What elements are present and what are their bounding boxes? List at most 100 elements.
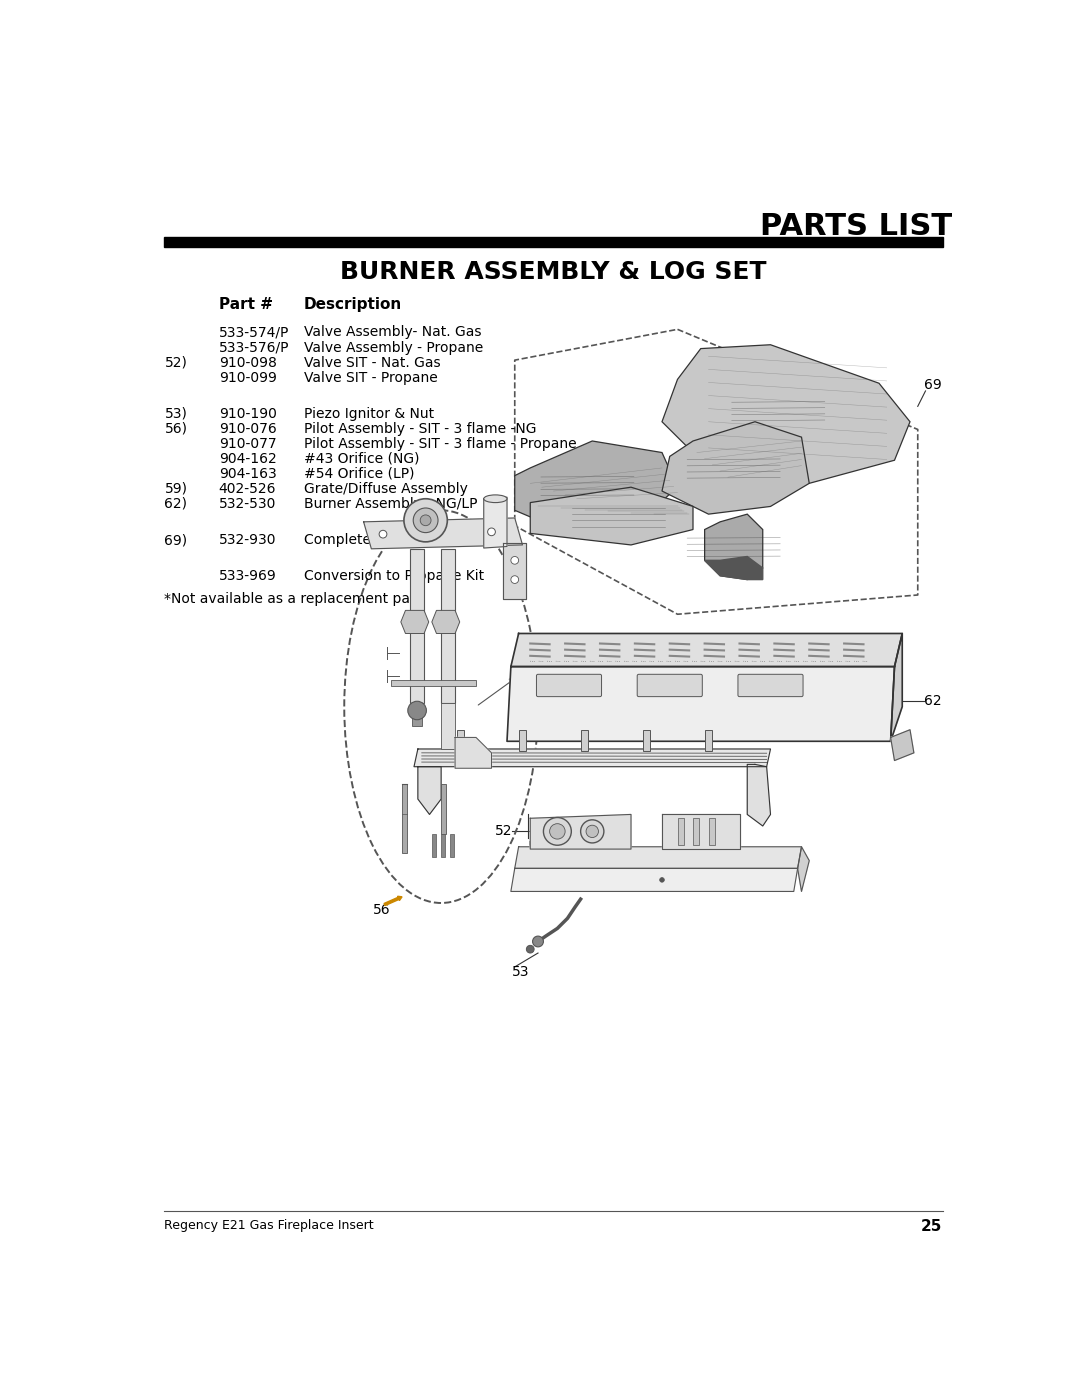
Text: 52): 52) <box>164 355 187 370</box>
Bar <box>410 549 424 703</box>
Text: 533-969: 533-969 <box>218 569 276 583</box>
Circle shape <box>660 877 664 882</box>
Text: Grate/Diffuse Assembly: Grate/Diffuse Assembly <box>303 482 468 496</box>
Text: 910-076: 910-076 <box>218 422 276 436</box>
Circle shape <box>408 701 427 719</box>
Circle shape <box>526 946 535 953</box>
Bar <box>458 729 463 752</box>
Bar <box>391 680 476 686</box>
Text: Valve Assembly - Propane: Valve Assembly - Propane <box>303 341 483 355</box>
Polygon shape <box>432 610 460 633</box>
Polygon shape <box>662 422 809 514</box>
Text: Pilot Assembly - SIT - 3 flame - Propane: Pilot Assembly - SIT - 3 flame - Propane <box>303 437 577 451</box>
Text: 533-576/P: 533-576/P <box>218 341 289 355</box>
Circle shape <box>532 936 543 947</box>
Bar <box>413 703 422 726</box>
Bar <box>677 819 684 845</box>
Text: 56: 56 <box>373 902 391 916</box>
Polygon shape <box>704 556 762 580</box>
FancyArrow shape <box>384 897 402 905</box>
Text: 910-190: 910-190 <box>218 407 276 420</box>
Text: Valve SIT - Nat. Gas: Valve SIT - Nat. Gas <box>303 355 441 370</box>
Circle shape <box>404 499 447 542</box>
Bar <box>581 729 588 752</box>
Bar <box>441 703 455 749</box>
Circle shape <box>488 528 496 535</box>
Polygon shape <box>414 749 770 767</box>
Bar <box>441 784 446 834</box>
Text: 69): 69) <box>164 534 188 548</box>
FancyBboxPatch shape <box>738 675 804 697</box>
Bar <box>164 237 943 247</box>
Text: 904-162: 904-162 <box>218 451 276 465</box>
Circle shape <box>586 826 598 838</box>
Circle shape <box>420 515 431 525</box>
Circle shape <box>543 817 571 845</box>
Polygon shape <box>418 767 441 814</box>
Polygon shape <box>515 847 801 869</box>
Circle shape <box>511 556 518 564</box>
Text: 53: 53 <box>512 964 530 978</box>
Bar <box>693 819 699 845</box>
Text: 533-574/P: 533-574/P <box>218 326 289 339</box>
Circle shape <box>550 824 565 840</box>
Polygon shape <box>662 345 910 483</box>
Text: 62): 62) <box>164 497 188 511</box>
Text: #43 Orifice (NG): #43 Orifice (NG) <box>303 451 419 465</box>
Bar <box>450 834 455 856</box>
Text: 25: 25 <box>921 1218 943 1234</box>
Polygon shape <box>662 814 740 849</box>
FancyBboxPatch shape <box>637 675 702 697</box>
Text: 53): 53) <box>164 407 187 420</box>
Bar <box>708 819 715 845</box>
Text: 904-163: 904-163 <box>218 467 276 481</box>
Text: 532-530: 532-530 <box>218 497 276 511</box>
Text: Complete Log Set: Complete Log Set <box>303 534 428 548</box>
Polygon shape <box>507 666 894 742</box>
Text: 62: 62 <box>924 694 942 708</box>
Text: Part #: Part # <box>218 298 272 312</box>
Text: Description: Description <box>303 298 402 312</box>
Text: Regency E21 Gas Fireplace Insert: Regency E21 Gas Fireplace Insert <box>164 1218 374 1232</box>
Text: Conversion to Propane Kit: Conversion to Propane Kit <box>303 569 484 583</box>
Polygon shape <box>484 497 507 548</box>
Text: BURNER ASSEMBLY & LOG SET: BURNER ASSEMBLY & LOG SET <box>340 260 767 284</box>
Polygon shape <box>747 764 770 826</box>
Bar <box>441 549 455 703</box>
Circle shape <box>581 820 604 842</box>
Bar <box>644 729 649 752</box>
Text: 59): 59) <box>164 482 188 496</box>
Bar <box>519 729 526 752</box>
Circle shape <box>511 576 518 584</box>
Text: *Not available as a replacement part.: *Not available as a replacement part. <box>164 592 427 606</box>
Polygon shape <box>891 633 902 742</box>
Circle shape <box>414 509 438 532</box>
Text: Valve Assembly- Nat. Gas: Valve Assembly- Nat. Gas <box>303 326 482 339</box>
Text: 910-098: 910-098 <box>218 355 276 370</box>
Polygon shape <box>530 488 693 545</box>
Text: 402-526: 402-526 <box>218 482 276 496</box>
Polygon shape <box>798 847 809 891</box>
Text: 910-077: 910-077 <box>218 437 276 451</box>
Text: Burner Assembly - NG/LP: Burner Assembly - NG/LP <box>303 497 477 511</box>
Polygon shape <box>515 441 677 534</box>
Text: Piezo Ignitor & Nut: Piezo Ignitor & Nut <box>303 407 434 420</box>
Polygon shape <box>511 633 902 666</box>
Text: 910-099: 910-099 <box>218 370 276 384</box>
Text: 52: 52 <box>495 824 512 838</box>
Bar <box>432 834 435 856</box>
Bar <box>403 784 407 854</box>
Text: PARTS LIST: PARTS LIST <box>760 212 953 242</box>
Text: 56): 56) <box>164 422 188 436</box>
Text: 532-930: 532-930 <box>218 534 276 548</box>
Text: Pilot Assembly - SIT - 3 flame -NG: Pilot Assembly - SIT - 3 flame -NG <box>303 422 537 436</box>
Polygon shape <box>364 518 523 549</box>
Polygon shape <box>455 738 491 768</box>
Polygon shape <box>530 814 631 849</box>
Text: Valve SIT - Propane: Valve SIT - Propane <box>303 370 437 384</box>
Circle shape <box>379 531 387 538</box>
Bar <box>705 729 712 752</box>
Ellipse shape <box>484 495 507 503</box>
Polygon shape <box>891 729 914 760</box>
Polygon shape <box>511 869 798 891</box>
